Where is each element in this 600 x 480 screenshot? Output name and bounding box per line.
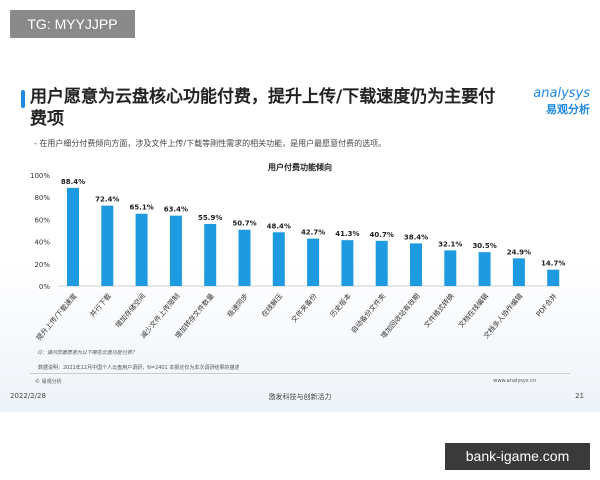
bar bbox=[307, 238, 320, 286]
x-tick-label: 提升上传/下载速度 bbox=[34, 292, 78, 342]
logo-cn: 易观分析 bbox=[546, 103, 590, 116]
bar bbox=[272, 232, 285, 286]
footer-divider bbox=[30, 373, 570, 374]
website: www.analysys.cn bbox=[493, 378, 536, 384]
data-label: 55.9% bbox=[198, 214, 222, 222]
data-label: 63.4% bbox=[164, 206, 188, 214]
logo-en: analysys bbox=[533, 86, 590, 101]
data-label: 50.7% bbox=[232, 220, 256, 228]
bar bbox=[341, 240, 354, 286]
bar bbox=[169, 215, 182, 286]
bar bbox=[204, 223, 217, 286]
data-label: 24.9% bbox=[507, 248, 531, 256]
copyright: © 易观分析 bbox=[35, 379, 62, 385]
watermark-bottom: bank-igame.com bbox=[445, 443, 590, 470]
data-label: 42.7% bbox=[301, 229, 325, 237]
bar bbox=[512, 258, 525, 286]
bar bbox=[478, 252, 491, 286]
x-tick-label: 文档在线编辑 bbox=[456, 292, 490, 330]
y-tick-label: 60% bbox=[34, 216, 50, 224]
x-tick-label: 文件格式转换 bbox=[422, 292, 456, 330]
data-label: 48.4% bbox=[267, 222, 291, 230]
y-tick-label: 0% bbox=[39, 283, 50, 291]
data-label: 38.4% bbox=[404, 233, 428, 241]
x-tick-label: 文件夹备份 bbox=[289, 292, 318, 325]
watermark-top: TG: MYYJJPP bbox=[10, 10, 135, 38]
y-tick-label: 40% bbox=[34, 239, 50, 247]
bar bbox=[375, 240, 388, 286]
data-label: 65.1% bbox=[129, 204, 153, 212]
logo: analysys 易观分析 bbox=[515, 86, 590, 117]
date: 2022/2/28 bbox=[10, 392, 46, 400]
bar bbox=[101, 205, 114, 286]
x-tick-label: 历史版本 bbox=[328, 292, 353, 319]
bar bbox=[547, 269, 560, 286]
data-label: 14.7% bbox=[541, 260, 565, 268]
slide-background bbox=[0, 40, 600, 412]
x-tick-label: 增加存储空间 bbox=[113, 292, 147, 330]
data-label: 88.4% bbox=[61, 178, 85, 186]
bar bbox=[410, 243, 422, 286]
page-number: 21 bbox=[575, 392, 584, 400]
chart-title: 用户付费功能倾向 bbox=[268, 163, 332, 172]
x-tick-label: PDF合并 bbox=[534, 292, 559, 319]
data-label: 32.1% bbox=[438, 240, 462, 248]
x-tick-label: 并行下载 bbox=[88, 292, 113, 319]
x-tick-label: 在线解压 bbox=[259, 292, 284, 319]
data-note: 数据说明：2021年12月中国个人云盘用户调研，N=2401 本报论仅为本次调研… bbox=[38, 365, 240, 371]
y-tick-label: 20% bbox=[34, 261, 50, 269]
bar bbox=[135, 213, 148, 286]
x-tick-label: 极速同步 bbox=[225, 292, 250, 319]
slide-title: 用户愿意为云盘核心功能付费，提升上传/下载速度仍为主要付费项 bbox=[30, 87, 496, 129]
bar bbox=[238, 229, 251, 286]
slogan: 激发科技与创新活力 bbox=[268, 393, 332, 401]
slide-subtitle: - 在用户细分付费倾向方面，涉及文件上传/下载等刚性需求的相关功能，是用户最愿意… bbox=[34, 139, 387, 148]
x-tick-label: 自动备份文件夹 bbox=[349, 292, 387, 335]
data-label: 41.3% bbox=[335, 230, 359, 238]
data-label: 40.7% bbox=[370, 231, 394, 239]
bar bbox=[67, 187, 79, 286]
survey-question: Q：请问您最愿意为以下哪些云盘功能付费？ bbox=[38, 350, 137, 356]
data-label: 72.4% bbox=[95, 196, 119, 204]
y-tick-label: 100% bbox=[30, 172, 50, 180]
title-accent-bar bbox=[21, 90, 25, 108]
y-tick-label: 80% bbox=[34, 194, 50, 202]
data-label: 30.5% bbox=[472, 242, 496, 250]
bar bbox=[444, 250, 457, 286]
